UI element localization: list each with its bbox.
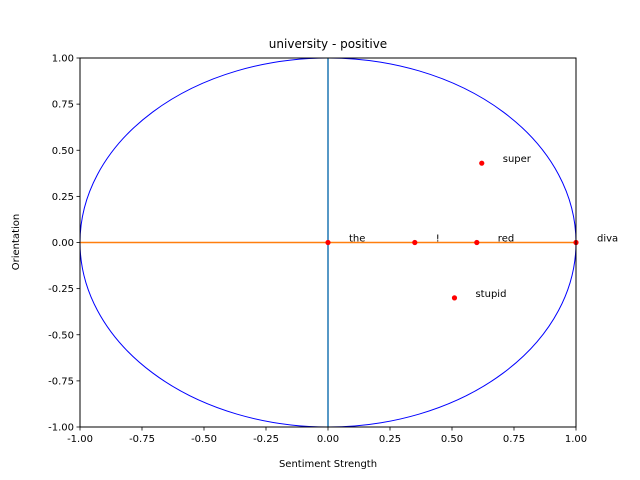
y-tick-label: -0.75	[48, 376, 74, 387]
y-tick-label: 0.00	[52, 238, 74, 249]
x-axis-label: Sentiment Strength	[279, 459, 377, 470]
x-tick-label: -0.75	[129, 434, 155, 445]
point-label: red	[498, 234, 514, 245]
data-point-red	[474, 239, 480, 246]
data-point-the	[325, 239, 331, 246]
data-point-super	[479, 160, 485, 166]
x-tick-label: -0.25	[253, 434, 279, 445]
y-axis-label: Orientation	[11, 214, 22, 270]
y-tick-label: -0.25	[48, 284, 74, 295]
y-axis-ticks: -1.00 -0.75 -0.50 -0.25 0.00 0.25 0.50 0.75 1.00	[48, 54, 80, 434]
point-label: !	[436, 234, 440, 245]
plot-area: the! red diva super stupid	[79, 57, 618, 428]
x-tick-label: 1.00	[565, 434, 587, 445]
y-tick-label: 0.25	[52, 192, 74, 203]
data-point-	[412, 239, 418, 246]
y-tick-label: -0.50	[48, 330, 74, 341]
x-tick-label: 0.50	[441, 434, 463, 445]
x-tick-label: 0.75	[503, 434, 525, 445]
y-tick-label: -1.00	[48, 423, 74, 434]
y-tick-label: 0.75	[52, 100, 74, 111]
x-tick-label: 0.25	[379, 434, 401, 445]
x-tick-label: -0.50	[191, 434, 217, 445]
chart-title: university - positive	[269, 37, 387, 51]
point-label: stupid	[475, 289, 506, 300]
y-tick-label: 0.50	[52, 146, 74, 157]
y-tick-label: 1.00	[52, 54, 74, 65]
point-label: diva	[597, 234, 618, 245]
point-label: super	[503, 154, 532, 165]
x-axis-ticks: -1.00 -0.75 -0.50 -0.25 0.00 0.25 0.50 0.75 1.00	[67, 427, 587, 445]
point-label: the	[349, 234, 365, 245]
data-point-stupid	[451, 295, 458, 301]
x-tick-label: 0.00	[317, 434, 339, 445]
x-tick-label: -1.00	[67, 434, 93, 445]
